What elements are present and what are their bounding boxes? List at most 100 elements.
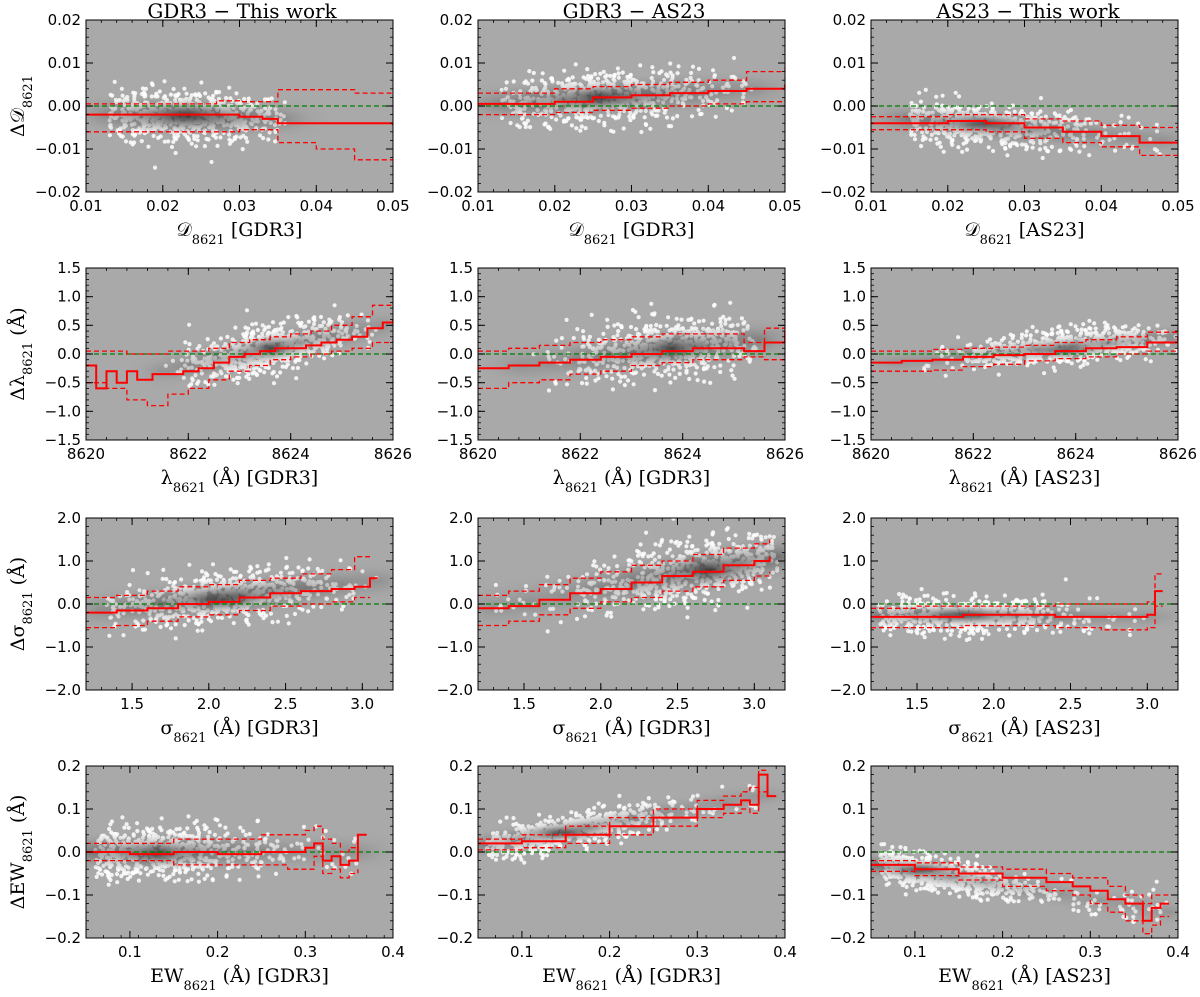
y-tick-label: −1.0 [437,402,473,420]
scatter-point [728,300,733,305]
y-tick-label: 1.0 [57,288,81,306]
scatter-point [668,61,673,66]
y-tick-label: −1.5 [437,431,473,449]
scatter-point [130,568,136,573]
scatter-point [575,327,580,332]
scatter-point [290,366,295,371]
scatter-point [295,365,300,371]
scatter-point [1126,115,1131,120]
scatter-point [912,137,918,142]
scatter-point [119,86,124,91]
scatter-point [332,303,337,308]
scatter-point [1069,361,1074,366]
scatter-point [562,68,567,73]
y-tick-label: 0.02 [440,11,473,29]
scatter-point [618,379,623,384]
scatter-point [157,89,162,94]
plot-area [478,300,785,393]
scatter-point [203,91,208,96]
scatter-point [570,75,575,80]
y-tick-label: 0.00 [833,97,866,115]
scatter-point [199,80,204,85]
scatter-point [186,137,192,143]
scatter-point [205,337,210,342]
scatter-point [1034,329,1039,334]
scatter-point [515,123,520,128]
scatter-point [231,377,236,382]
scatter-point [1030,324,1035,330]
scatter-point [615,322,621,327]
scatter-point [255,327,260,333]
scatter-point [693,371,698,376]
scatter-point [1068,322,1073,327]
scatter-point [622,383,628,388]
scatter-point [1038,96,1044,101]
scatter-point [1079,327,1084,332]
scatter-point [245,139,250,144]
scatter-point [964,147,970,152]
scatter-point [150,82,155,88]
scatter-point [941,149,946,154]
scatter-point [1040,330,1046,335]
scatter-point [652,388,658,393]
panel-4: 8620 8622 8624 8626 −1.5 −1.0 −0.5 0.0 0.5 1.0 1.5… [7,259,413,496]
scatter-point [602,123,607,128]
scatter-point [943,373,948,378]
scatter-point [651,70,656,75]
scatter-point [702,379,707,384]
x-axis-label: λ8621 (Å) [GDR3] [553,467,710,496]
scatter-point [143,86,148,91]
upper-percentile-line [478,313,785,352]
upper-percentile-line [871,113,1178,130]
scatter-point [1040,155,1045,161]
ticks: 8620 8622 8624 8626 −1.5 −1.0 −0.5 0.0 0.5 1.0 1.5 [45,259,413,463]
x-tick-label: 0.04 [300,197,333,215]
scatter-point [732,376,737,381]
scatter-point [131,90,136,95]
x-tick-label: 8620 [67,445,105,463]
x-tick-label: 0.01 [461,197,494,215]
scatter-point [158,624,163,630]
scatter-point [1081,362,1086,368]
scatter-point [1118,358,1123,363]
scatter-point [1068,108,1073,113]
scatter-point [718,316,723,322]
scatter-point [644,122,649,127]
scatter-point [1050,327,1055,332]
median-line [86,113,393,126]
x-tick-label: 0.05 [1161,197,1194,215]
scatter-point [938,144,943,149]
scatter-point [307,557,312,562]
x-tick-label: 8624 [1057,445,1095,463]
y-tick-label: 1.0 [842,288,866,306]
ticks: 0.01 0.02 0.03 0.04 0.05 −0.02 −0.01 0.00 0.01 0.… [35,11,410,215]
y-tick-label: 0.00 [440,97,473,115]
y-axis-label: Δ𝒟8621 [7,75,36,137]
scatter-point [573,62,578,67]
scatter-point [162,79,167,84]
panel-2: 0.01 0.02 0.03 0.04 0.05 −0.02 −0.01 0.00 0.01 0.… [427,11,802,248]
scatter-point [718,369,723,375]
scatter-point [244,308,250,313]
upper-percentile-line [86,302,393,355]
scatter-point [1143,357,1148,362]
scatter-point [1073,324,1078,329]
panel-5: 8620 8622 8624 8626 −1.5 −1.0 −0.5 0.0 0.5 1.0 1.5… [437,259,805,496]
x-tick-label: 8622 [561,445,599,463]
scatter-point [270,320,276,325]
y-tick-label: −1.0 [45,402,81,420]
x-tick-label: 0.02 [931,197,964,215]
scatter-point [1064,329,1069,334]
scatter-point [271,381,277,386]
scatter-point [1148,359,1153,364]
scatter-point [621,126,626,131]
scatter-point [187,562,192,567]
scatter-point [187,322,192,327]
scatter-point [266,324,271,329]
scatter-point [1081,322,1086,327]
scatter-point [677,371,682,376]
scatter-point [689,114,695,119]
scatter-point [274,374,280,379]
scatter-point [919,144,924,149]
x-axis-label: λ8621 (Å) [GDR3] [161,467,318,496]
